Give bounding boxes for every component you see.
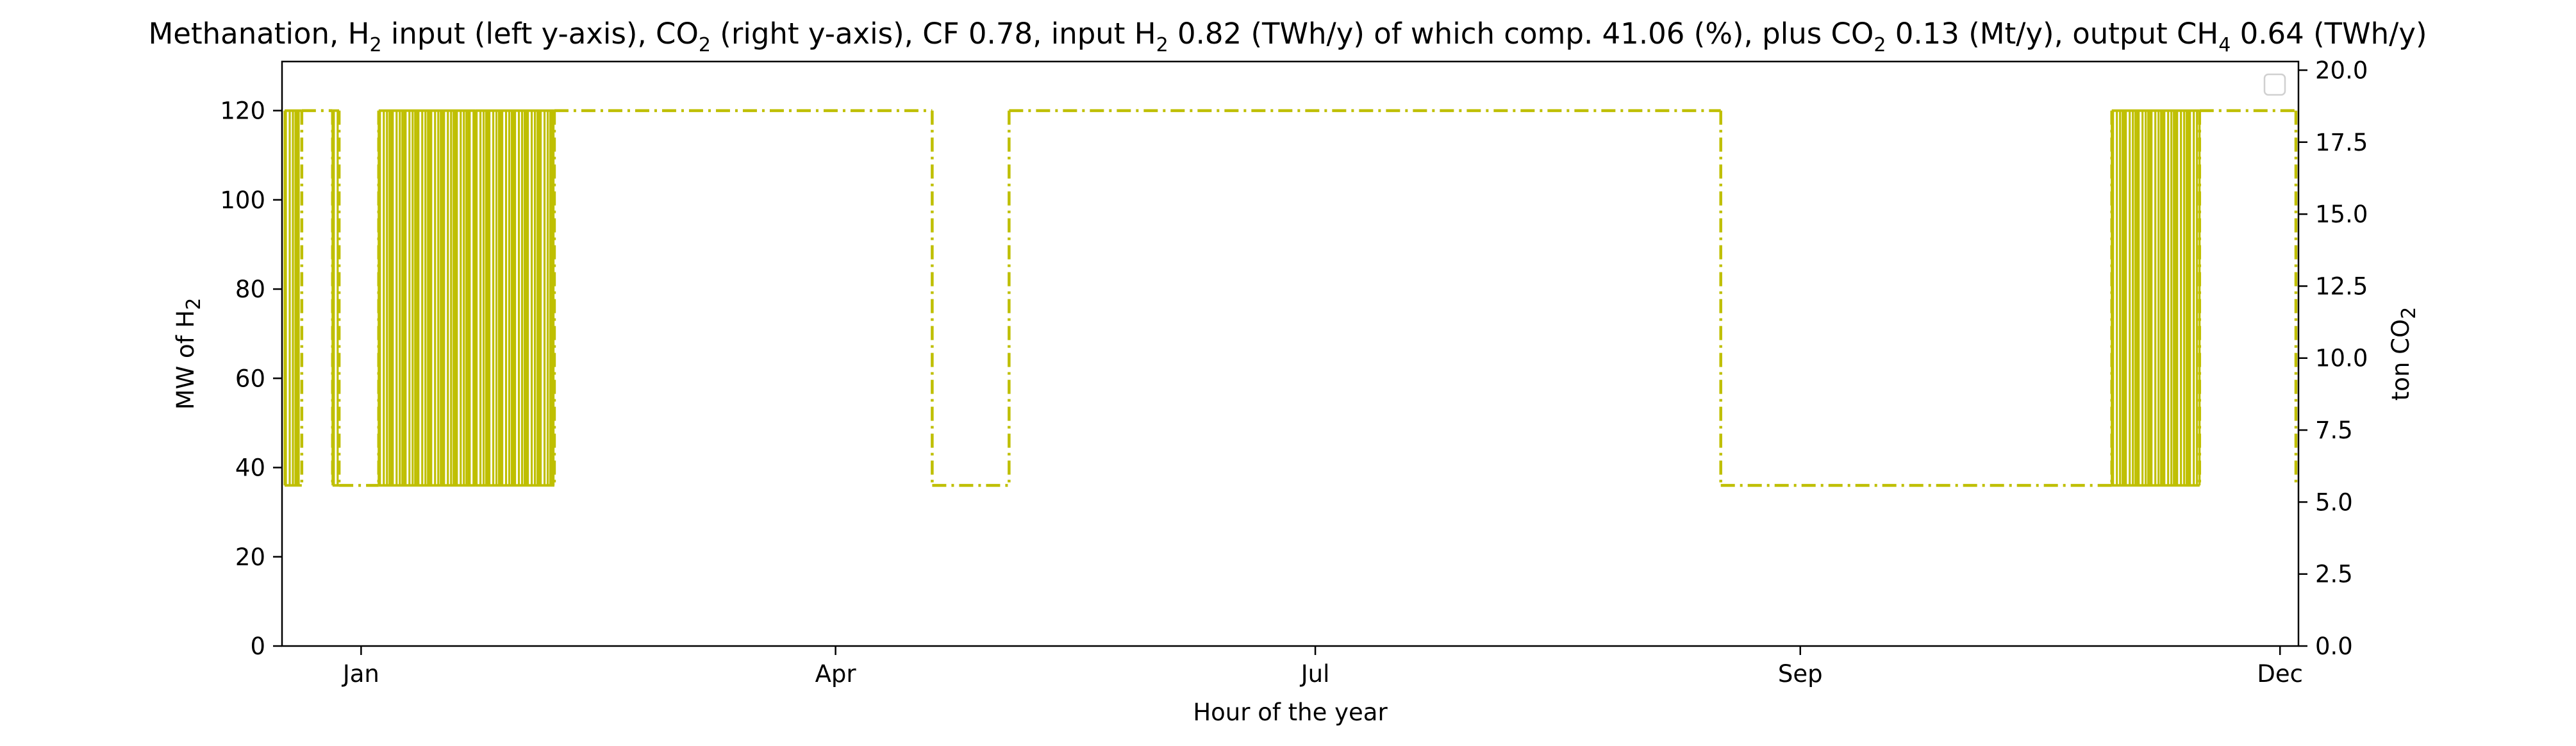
left-y-axis: 0 20 40 60 80 100 120 [220, 97, 282, 660]
chart-title: Methanation, H2 input (left y-axis), CO2… [148, 17, 2427, 56]
left-tick-label: 60 [235, 365, 265, 392]
right-tick-label: 5.0 [2315, 488, 2353, 516]
x-axis: Jan Apr Jul Sep Dec [342, 646, 2303, 688]
series-h2-input [283, 109, 2298, 487]
x-axis-label: Hour of the year [1193, 699, 1388, 726]
right-y-axis: 0.0 2.5 5.0 7.5 10.0 12.5 15.0 17.5 20.0 [2298, 56, 2368, 660]
right-y-axis-label: ton CO2 [2387, 307, 2420, 401]
left-tick-label: 0 [250, 633, 265, 660]
x-tick-label: Apr [815, 660, 857, 688]
series-segment-oscillating [283, 109, 302, 487]
right-tick-label: 12.5 [2315, 272, 2368, 300]
x-tick-label: Jan [342, 660, 379, 688]
right-tick-label: 10.0 [2315, 345, 2368, 372]
left-tick-label: 100 [220, 187, 265, 214]
right-tick-label: 15.0 [2315, 201, 2368, 228]
left-y-axis-label: MW of H2 [172, 298, 205, 410]
left-tick-label: 120 [220, 97, 265, 125]
left-tick-label: 40 [235, 454, 265, 482]
right-tick-label: 17.5 [2315, 129, 2368, 156]
legend [2263, 73, 2286, 96]
x-tick-label: Jul [1300, 660, 1330, 688]
left-tick-label: 80 [235, 276, 265, 303]
legend-box [2263, 73, 2286, 96]
right-tick-label: 2.5 [2315, 561, 2353, 588]
right-tick-label: 20.0 [2315, 56, 2368, 84]
right-tick-label: 0.0 [2315, 633, 2353, 660]
x-tick-label: Dec [2257, 660, 2303, 688]
left-tick-label: 20 [235, 543, 265, 571]
series-segment-oscillating [2111, 109, 2201, 487]
x-tick-label: Sep [1778, 660, 1823, 688]
series-segment-oscillating [474, 109, 555, 487]
plot-frame [281, 60, 2300, 647]
series-segment-oscillating [378, 109, 476, 487]
right-tick-label: 7.5 [2315, 417, 2353, 444]
